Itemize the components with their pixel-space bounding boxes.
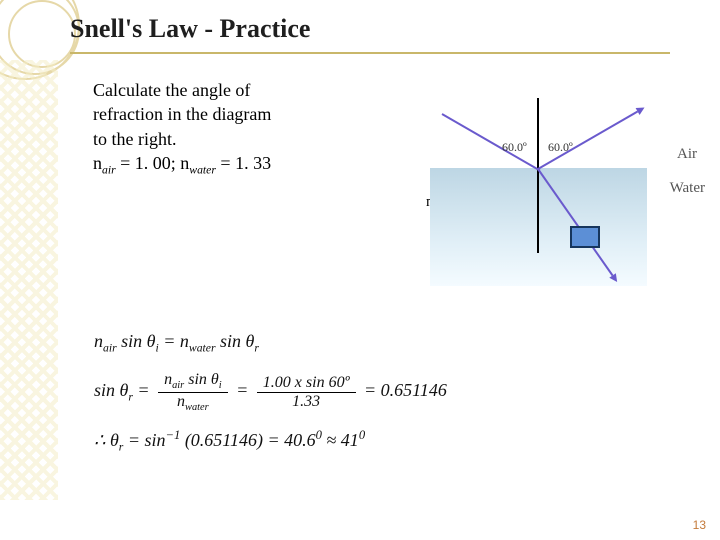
- eq2-f2-d: 1.33: [257, 393, 356, 411]
- eq1-n1-sub: air: [103, 342, 117, 355]
- eq2-result: = 0.651146: [364, 380, 447, 400]
- equation-3: ∴ θr = sin−1 (0.651146) = 40.60 ≈ 410: [94, 419, 624, 462]
- equation-2: sin θr = nair sin θi nwater = 1.00 x sin…: [94, 369, 624, 413]
- eq2-f1-nb: sin θ: [184, 371, 219, 388]
- angle-left: 60.0º: [502, 140, 527, 155]
- eq3-deg2: 0: [359, 428, 365, 442]
- eq2-f1-na: n: [164, 371, 172, 388]
- eq1-n2-sub: water: [189, 342, 216, 355]
- eq2-f1-na-sub: air: [172, 380, 184, 391]
- eq3-arg: (0.651146) = 40.6: [185, 430, 316, 450]
- prompt-line2: refraction in the diagram: [93, 104, 271, 124]
- eq2-eq2: =: [236, 380, 253, 400]
- problem-prompt: Calculate the angle of refraction in the…: [93, 78, 383, 178]
- prompt-line3: to the right.: [93, 129, 177, 149]
- equations-block: nair sin θi = nwater sin θr sin θr = nai…: [94, 320, 624, 468]
- eq1-sin1: sin θ: [121, 331, 155, 351]
- blue-box: [570, 226, 600, 248]
- eq3-body: = sin: [128, 430, 166, 450]
- equation-1: nair sin θi = nwater sin θr: [94, 320, 624, 363]
- air-label: Air: [677, 146, 697, 163]
- n-air-sym: n: [93, 153, 102, 173]
- n-water-sub: water: [189, 163, 216, 176]
- eq1-sin1-sub: i: [156, 342, 159, 355]
- water-label: Water: [670, 180, 705, 197]
- eq2-frac2: 1.00 x sin 60º 1.33: [257, 374, 356, 410]
- title-underline: [70, 52, 670, 54]
- prompt-line1: Calculate the angle of: [93, 80, 250, 100]
- n-air: nair = 1. 00; nwater = 1. 33: [93, 153, 271, 173]
- slide-title: Snell's Law - Practice: [70, 14, 310, 44]
- n-water-sym: n: [180, 153, 189, 173]
- eq3-therefore: ∴ θ: [94, 430, 119, 450]
- eq2-lhs: sin θ: [94, 380, 128, 400]
- n-air-val: = 1. 00;: [116, 153, 181, 173]
- sidebar-pattern: [0, 60, 58, 500]
- eq2-f1-nb-sub: i: [219, 380, 222, 391]
- eq2-f1-d-sub: water: [185, 402, 209, 413]
- normal-line: [537, 98, 539, 253]
- eq1-sin2-sub: r: [254, 342, 259, 355]
- n-water-val: = 1. 33: [216, 153, 271, 173]
- eq2-eq1: =: [137, 380, 154, 400]
- eq3-sup: −1: [166, 428, 181, 442]
- n-air-sub: air: [102, 163, 116, 176]
- eq2-lhs-sub: r: [128, 391, 133, 404]
- eq1-eq: =: [163, 331, 180, 351]
- eq1-sin2: sin θ: [220, 331, 254, 351]
- angle-right: 60.0º: [548, 140, 573, 155]
- refraction-diagram: 60.0º 60.0º Air Water: [430, 68, 705, 286]
- page-number: 13: [693, 518, 706, 532]
- eq1-n1: n: [94, 331, 103, 351]
- eq3-deg1: 0: [316, 428, 322, 442]
- eq2-f1-d: n: [177, 393, 185, 410]
- eq3-sub: r: [119, 441, 124, 454]
- eq3-approx: ≈ 41: [326, 430, 358, 450]
- eq1-n2: n: [180, 331, 189, 351]
- eq2-f2-n: 1.00 x sin 60º: [257, 374, 356, 393]
- eq2-frac1: nair sin θi nwater: [158, 371, 228, 413]
